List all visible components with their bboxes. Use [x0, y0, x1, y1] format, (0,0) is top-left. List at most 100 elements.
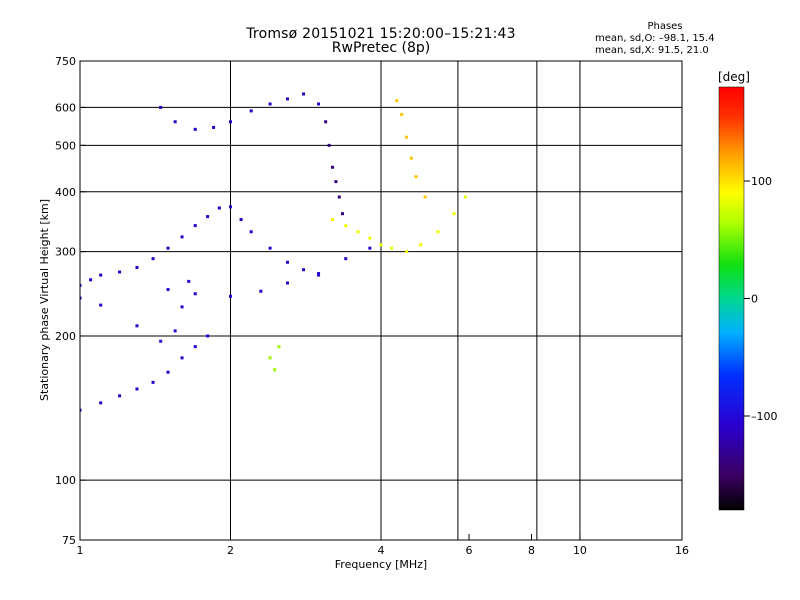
y-tick-label-0: 75 [62, 534, 76, 547]
scatter-point-3-6 [180, 356, 184, 360]
scatter-point-2-4 [229, 120, 232, 124]
colorbar-unit-label: [deg] [718, 70, 750, 84]
scatter-point-2-2 [193, 127, 197, 131]
scatter-point-2-6 [268, 102, 272, 106]
scatter-point-5-5 [390, 246, 394, 250]
scatter-point-3-1 [99, 401, 103, 405]
phase-stats-o: mean, sd,O: –98.1, 15.4 [595, 33, 715, 44]
y-tick-label-5: 500 [55, 139, 76, 152]
chart-title-line1: Tromsø 20151021 15:20:00–15:21:43 [246, 26, 516, 42]
scatter-point-7-3 [334, 180, 338, 184]
scatter-point-0-3 [118, 270, 122, 274]
scatter-point-6-1 [400, 112, 404, 116]
scatter-point-5-8 [436, 230, 440, 234]
scatter-point-3-7 [193, 345, 197, 349]
x-tick-label-4: 8 [528, 544, 535, 557]
scatter-point-7-2 [331, 165, 335, 169]
scatter-point-0-16 [302, 268, 306, 272]
scatter-point-5-1 [344, 224, 348, 228]
scatter-point-4-3 [159, 339, 163, 343]
scatter-point-7-1 [327, 143, 331, 147]
scatter-point-7-4 [337, 195, 341, 199]
scatter-point-7-5 [340, 212, 344, 216]
scatter-point-1-1 [193, 292, 197, 296]
y-tick-label-7: 750 [55, 55, 76, 68]
scatter-point-0-7 [180, 235, 184, 239]
scatter-point-2-7 [285, 97, 289, 101]
scatter-point-6-4 [414, 175, 418, 179]
y-tick-label-2: 200 [55, 330, 76, 343]
scatter-point-4-5 [180, 305, 184, 309]
x-tick-label-3: 6 [466, 544, 473, 557]
scatter-point-6-0 [395, 99, 399, 103]
scatter-point-1-6 [344, 257, 348, 261]
scatter-point-8-1 [273, 368, 277, 372]
scatter-point-0-0 [80, 283, 82, 287]
scatter-point-7-0 [324, 120, 328, 124]
scatter-point-5-2 [356, 230, 360, 234]
scatter-point-0-4 [135, 265, 139, 269]
scatter-point-3-5 [166, 370, 170, 374]
scatter-point-6-3 [409, 156, 413, 160]
y-axis-label: Stationary phase Virtual Height [km] [38, 199, 51, 401]
scatter-point-3-4 [151, 380, 155, 384]
scatter-point-5-0 [331, 218, 335, 222]
phase-stats-title: Phases [647, 21, 683, 32]
scatter-point-0-2 [99, 273, 103, 277]
scatter-point-2-1 [173, 120, 177, 124]
scatter-point-5-3 [368, 236, 372, 240]
colorbar-ticks: 100 0 –100 [744, 175, 778, 423]
scatter-point-0-15 [285, 260, 289, 264]
scatter-point-4-1 [99, 303, 103, 307]
x-tick-label-1: 2 [227, 544, 234, 557]
colorbar-tick-label-2: –100 [751, 410, 778, 423]
scatter-point-1-7 [368, 246, 372, 250]
colorbar-tick-label-0: 100 [751, 175, 772, 188]
x-tick-label-6: 16 [675, 544, 689, 557]
scatter-point-0-1 [89, 278, 93, 282]
scatter-point-1-4 [285, 281, 289, 285]
y-tick-label-1: 100 [55, 474, 76, 487]
scatter-point-6-5 [423, 195, 427, 199]
scatter-point-1-0 [166, 288, 170, 292]
scatter-point-4-4 [173, 329, 177, 333]
scatter-point-3-0 [80, 408, 82, 412]
x-axis-label: Frequency [MHz] [335, 558, 427, 571]
scatter-point-4-6 [187, 279, 191, 283]
scatter-point-3-8 [206, 334, 210, 338]
scatter-point-5-4 [379, 243, 383, 247]
scatter-point-5-6 [405, 250, 409, 254]
scatter-point-8-0 [268, 356, 272, 360]
scatter-point-2-8 [302, 92, 306, 96]
scatter-point-4-0 [80, 296, 82, 300]
scatter-point-3-3 [135, 387, 139, 391]
scatter-point-2-5 [249, 109, 253, 113]
x-tick-label-0: 1 [77, 544, 84, 557]
scatter-point-2-9 [317, 102, 321, 106]
phase-stats-x: mean, sd,X: 91.5, 21.0 [595, 45, 709, 56]
grid-lines [80, 61, 682, 540]
y-tick-label-4: 400 [55, 186, 76, 199]
scatter-point-0-12 [239, 218, 243, 222]
scatter-point-0-17 [317, 273, 321, 277]
scatter-point-1-5 [317, 272, 321, 276]
y-tick-label-3: 300 [55, 246, 76, 259]
scatter-point-4-2 [135, 324, 139, 328]
x-tick-label-2: 4 [378, 544, 385, 557]
scatter-point-0-14 [268, 246, 272, 250]
scatter-point-1-2 [229, 294, 232, 298]
scatter-point-1-3 [259, 289, 263, 293]
scatter-point-2-0 [159, 105, 163, 109]
chart-title-line2: RwPretec (8p) [331, 40, 431, 56]
scatter-point-0-10 [217, 206, 221, 210]
scatter-point-0-13 [249, 230, 253, 234]
axis-ticks: 1 2 4 6 8 10 16 75 100 200 300 400 500 600 750 [55, 55, 689, 557]
scatter-point-6-2 [405, 135, 409, 139]
colorbar [718, 86, 745, 511]
scatter-point-5-10 [463, 195, 467, 199]
x-tick-label-5: 10 [573, 544, 587, 557]
scatter-point-0-9 [206, 215, 210, 219]
colorbar-tick-label-1: 0 [751, 293, 758, 306]
scatter-point-2-3 [212, 125, 216, 129]
